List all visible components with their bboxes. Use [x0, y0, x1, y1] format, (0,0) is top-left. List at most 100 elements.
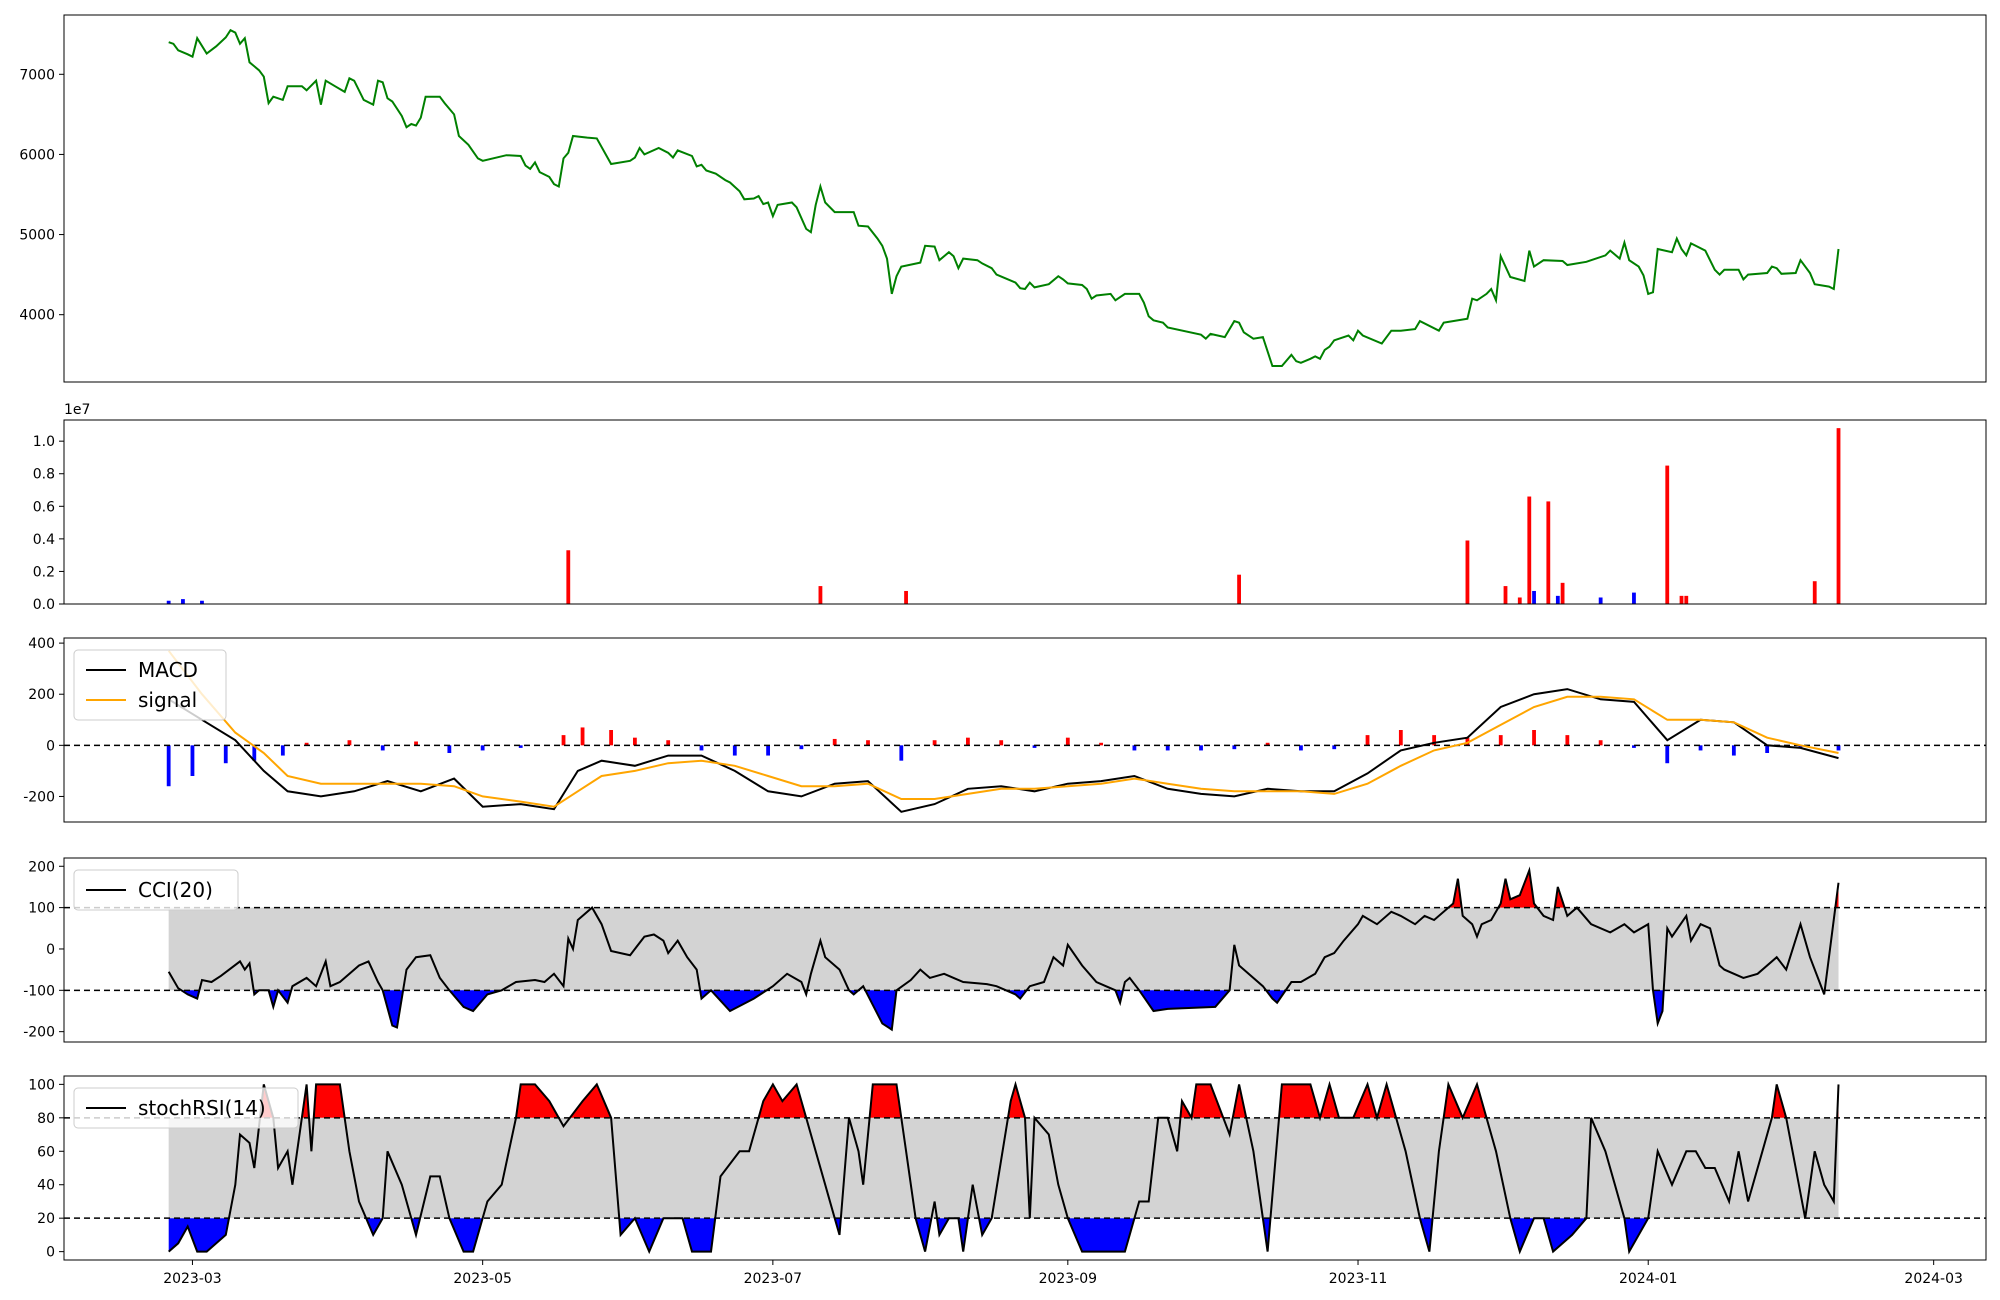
stochrsi-overbought-fill: [313, 1084, 345, 1118]
macd-histogram-bar: [223, 745, 228, 764]
volume-bar-up: [1684, 595, 1689, 604]
price-y-tick-label: 6000: [19, 147, 55, 163]
cci-neutral-band: [168, 907, 1839, 991]
macd-histogram-bar: [766, 745, 771, 756]
macd-histogram-bar: [447, 745, 452, 753]
macd-histogram-bar: [252, 745, 257, 761]
volume-bar-down: [1598, 597, 1603, 604]
macd-histogram-bar: [518, 745, 523, 748]
stochrsi-overbought-fill: [1279, 1084, 1320, 1118]
volume-bar-up: [818, 586, 823, 604]
macd-histogram-bar: [966, 737, 970, 746]
macd-histogram-bar: [1765, 745, 1770, 753]
volume-bar-up: [1546, 501, 1551, 604]
macd-histogram-bar: [1836, 745, 1841, 751]
macd-y-tick-label: 200: [28, 687, 55, 703]
macd-histogram-bar: [1232, 745, 1237, 750]
macd-histogram-bar: [480, 745, 485, 751]
volume-bar-down: [200, 600, 204, 604]
x-axis-tick-label: 2023-03: [163, 1271, 222, 1287]
macd-histogram-bar: [1498, 735, 1503, 746]
stochrsi-oversold-fill: [915, 1218, 932, 1252]
cci-y-tick-label: 0: [46, 942, 55, 958]
macd-histogram-bar: [1199, 745, 1203, 751]
stochrsi-oversold-fill: [634, 1218, 664, 1252]
volume-offset-label: 1e7: [64, 402, 90, 418]
x-axis-tick-label: 2024-03: [1904, 1271, 1963, 1287]
cci-oversold-fill: [449, 990, 502, 1011]
price-y-tick-label: 4000: [19, 308, 55, 324]
macd-histogram-bar: [1432, 735, 1437, 746]
cci-oversold-fill: [865, 990, 897, 1030]
stochrsi-y-tick-label: 100: [28, 1077, 55, 1093]
macd-histogram-bar: [347, 740, 352, 746]
volume-bar-down: [1632, 592, 1636, 604]
macd-histogram-bar: [899, 745, 904, 761]
volume-y-tick-label: 0.2: [33, 564, 55, 580]
macd-histogram-bar: [1299, 745, 1303, 751]
volume-bar-up: [1527, 496, 1532, 604]
macd-histogram-bar: [1332, 745, 1337, 750]
macd-legend-label: signal: [138, 688, 197, 712]
volume-bar-up: [1237, 574, 1241, 604]
macd-histogram-bar: [1532, 730, 1536, 746]
macd-y-tick-label: 400: [28, 636, 55, 652]
macd-histogram-bar: [799, 745, 804, 750]
macd-y-tick-label: 0: [46, 738, 55, 754]
volume-frame: [63, 419, 1987, 605]
volume-bar-up: [1836, 428, 1841, 604]
volume-bar-down: [1555, 595, 1560, 604]
price-y-tick-label: 7000: [19, 67, 55, 83]
stochrsi-legend-label: stochRSI(14): [138, 1096, 266, 1120]
macd-legend-label: MACD: [138, 658, 198, 682]
stochrsi-overbought-fill: [516, 1084, 559, 1118]
macd-legend: MACD signal: [73, 649, 227, 721]
macd-series-signal-line: [167, 650, 1839, 808]
price-y-tick-label: 5000: [19, 228, 55, 244]
volume-y-tick-label: 0.4: [33, 532, 55, 548]
macd-histogram-bar: [1365, 735, 1370, 746]
cci-oversold-fill: [711, 990, 767, 1011]
cci-oversold-fill: [1266, 990, 1286, 1003]
macd-histogram-bar: [280, 745, 285, 756]
stochrsi-overbought-fill: [1008, 1084, 1025, 1118]
macd-histogram-bar: [1632, 745, 1636, 748]
macd-histogram-bar: [932, 740, 937, 746]
macd-histogram-bar: [166, 745, 171, 787]
volume-bar-up: [1812, 581, 1817, 604]
macd-frame: [63, 637, 1987, 823]
macd-histogram-bar: [1665, 745, 1670, 764]
macd-histogram-bar: [666, 740, 671, 746]
macd-histogram-bar: [1265, 742, 1270, 746]
volume-bar-up: [566, 550, 571, 604]
macd-histogram-bar: [1798, 745, 1803, 748]
macd-histogram-bar: [1065, 737, 1070, 746]
macd-legend-box: [73, 649, 227, 721]
stochrsi-oversold-fill: [1067, 1218, 1135, 1252]
volume-bar-down: [1532, 590, 1536, 604]
macd-histogram-bar: [1598, 740, 1603, 746]
stochrsi-overbought-fill: [1377, 1084, 1397, 1118]
stochrsi-oversold-fill: [168, 1218, 229, 1252]
macd-histogram-bar: [380, 745, 385, 751]
macd-histogram-bar: [999, 740, 1004, 746]
cci-line: [167, 866, 1840, 1032]
volume-bar-down: [181, 599, 185, 604]
stochrsi-oversold-fill: [682, 1218, 716, 1252]
x-axis-tick-label: 2024-01: [1619, 1271, 1678, 1287]
cci-y-tick-label: 100: [28, 901, 55, 917]
cci-legend-box: [73, 869, 239, 911]
macd-histogram-bar: [832, 738, 837, 746]
x-axis-tick-label: 2023-07: [744, 1271, 803, 1287]
x-axis-tick-label: 2023-09: [1039, 1271, 1098, 1287]
macd-histogram-bar: [1565, 735, 1570, 746]
volume-bar-up: [1560, 582, 1565, 604]
stochrsi-overbought-fill: [1462, 1084, 1487, 1118]
macd-histogram-bar: [304, 742, 309, 746]
cci-oversold-fill: [1653, 990, 1664, 1024]
macd-histogram-bar: [580, 727, 585, 746]
macd-histogram-bar: [1465, 737, 1470, 746]
volume-y-tick-label: 0.8: [33, 467, 55, 483]
macd-histogram-bar: [609, 730, 614, 746]
